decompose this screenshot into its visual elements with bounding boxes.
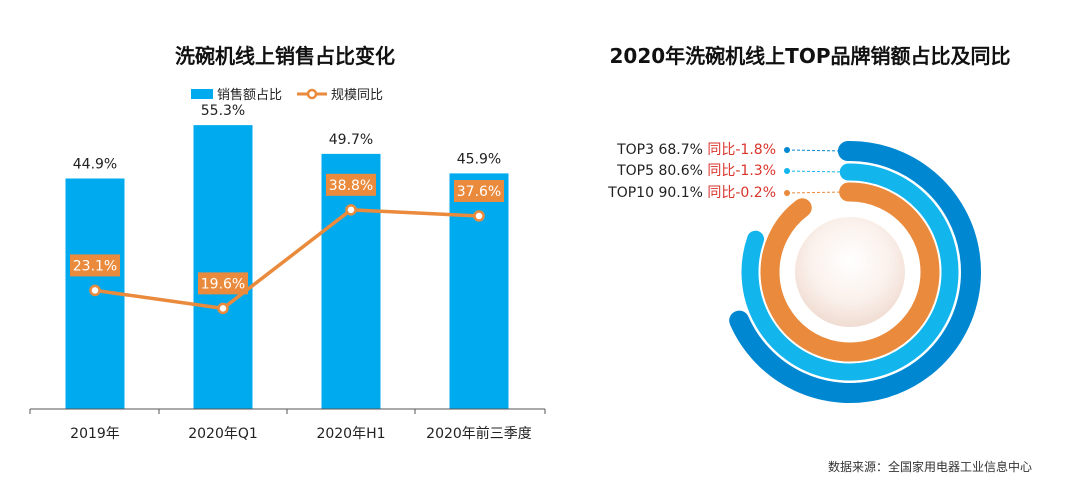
ring-yoy-0: 同比-1.8%: [707, 142, 776, 158]
ring-arc-2: [760, 182, 940, 362]
ring-arc-0: [729, 141, 981, 403]
ring-yoy-2: 同比-0.2%: [707, 185, 776, 201]
line-value-label-0: 23.1%: [73, 258, 117, 274]
line-value-label-2: 38.8%: [329, 178, 373, 194]
ring-center-disc: [795, 217, 905, 327]
ring-leader-line-1: [786, 170, 846, 173]
x-tick-label-3: 2020年前三季度: [426, 425, 532, 442]
ring-chart: TOP3 68.7% 同比-1.8% TOP5 80.6% 同比-1.3% TOP1…: [607, 141, 981, 403]
data-source-note: 数据来源：全国家用电器工业信息中心: [827, 460, 1032, 474]
line-point-1: [217, 302, 229, 315]
x-tick-label-2: 2020年H1: [316, 426, 385, 442]
line-label-bg-1: [198, 272, 248, 295]
line-value-label-3: 37.6%: [457, 184, 501, 200]
line-label-bg-0: [70, 254, 120, 277]
ring-leader-dot-0: [784, 147, 790, 153]
bar-2: [321, 153, 381, 409]
line-value-label-1: 19.6%: [201, 276, 245, 292]
bar-line-chart: 销售额占比 规模同比 44.9% 55.3% 49.7% 45.9% 2019年 202…: [29, 87, 546, 442]
ring-leader-line-0: [786, 149, 846, 152]
line-point-0: [89, 284, 101, 297]
legend: 销售额占比 规模同比: [191, 87, 383, 103]
ring-category-1: TOP5: [616, 163, 658, 179]
x-tick-label-0: 2019年: [70, 426, 120, 442]
legend-bar-swatch: [191, 89, 213, 99]
ring-leader-dot-2: [784, 190, 790, 196]
ring-arc-1: [741, 163, 959, 381]
bar-value-label-0: 44.9%: [73, 157, 117, 173]
ring-category-0: TOP3: [616, 142, 658, 158]
bar-3: [449, 173, 509, 409]
legend-line-label: 规模同比: [331, 88, 383, 103]
ring-label-0: TOP3 68.7% 同比-1.8%: [616, 142, 776, 158]
yoy-series-line: [94, 208, 480, 311]
ring-label-1: TOP5 80.6% 同比-1.3%: [616, 163, 776, 179]
ring-share-1: 80.6%: [658, 163, 707, 179]
bar-1: [193, 125, 253, 410]
ring-share-2: 90.1%: [658, 185, 707, 201]
right-chart-title: 2020年洗碗机线上TOP品牌销额占比及同比: [609, 44, 1011, 68]
legend-bar-label: 销售额占比: [217, 87, 282, 103]
legend-line-marker: [306, 88, 318, 100]
line-point-2: [345, 204, 357, 216]
bar-value-label-1: 55.3%: [201, 103, 245, 119]
line-point-3: [473, 210, 485, 222]
line-label-bg-2: [326, 173, 376, 196]
left-chart-title: 洗碗机线上销售占比变化: [175, 44, 395, 68]
line-label-bg-3: [454, 179, 504, 202]
ring-share-0: 68.7%: [658, 142, 707, 158]
ring-yoy-1: 同比-1.3%: [707, 163, 776, 179]
ring-leader-dot-1: [784, 168, 790, 174]
x-tick-label-1: 2020年Q1: [188, 426, 258, 442]
bar-value-label-3: 45.9%: [457, 151, 501, 167]
ring-label-2: TOP10 90.1% 同比-0.2%: [607, 185, 776, 201]
ring-leader-line-2: [786, 191, 846, 194]
ring-category-2: TOP10: [607, 185, 658, 201]
bar-value-label-2: 49.7%: [329, 132, 373, 148]
